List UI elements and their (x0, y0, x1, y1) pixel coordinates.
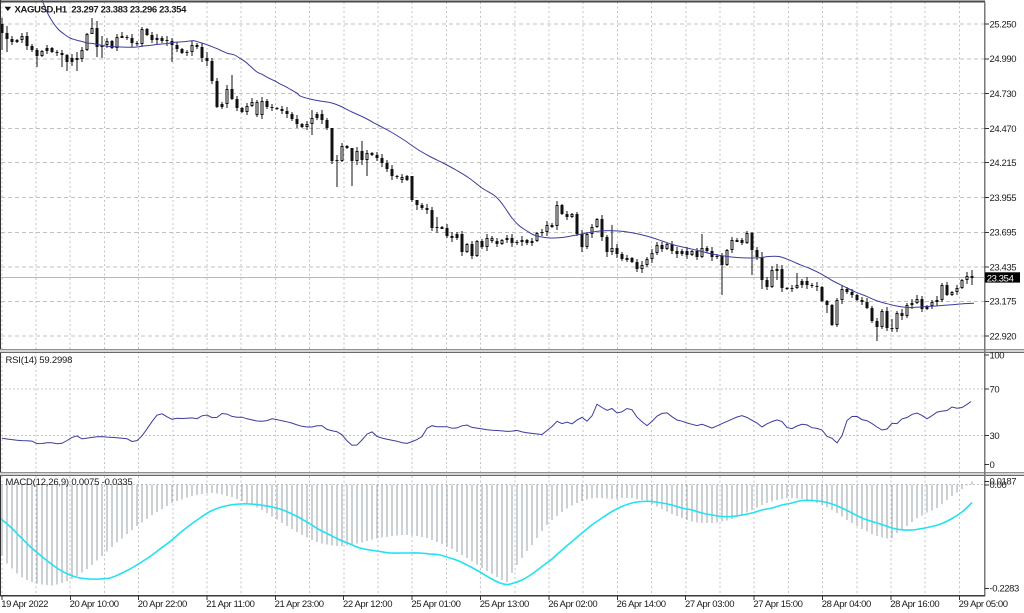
svg-text:25 Apr 13:00: 25 Apr 13:00 (480, 599, 529, 610)
svg-text:24.730: 24.730 (990, 89, 1017, 100)
svg-text:23.695: 23.695 (990, 228, 1017, 239)
svg-text:0.0187: 0.0187 (990, 477, 1017, 488)
svg-text:25.250: 25.250 (990, 19, 1017, 30)
svg-text:23.955: 23.955 (990, 193, 1017, 204)
svg-text:70: 70 (990, 384, 1000, 395)
svg-text:25 Apr 01:00: 25 Apr 01:00 (411, 599, 460, 610)
svg-text:23.435: 23.435 (990, 263, 1017, 274)
svg-text:0.00: 0.00 (990, 480, 1007, 491)
svg-text:20 Apr 22:00: 20 Apr 22:00 (138, 599, 187, 610)
svg-text:27 Apr 15:00: 27 Apr 15:00 (753, 599, 802, 610)
svg-text:26 Apr 02:00: 26 Apr 02:00 (548, 599, 597, 610)
svg-text:RSI(14) 59.2998: RSI(14) 59.2998 (6, 355, 73, 366)
svg-text:24.990: 24.990 (990, 54, 1017, 65)
svg-text:22 Apr 12:00: 22 Apr 12:00 (343, 599, 392, 610)
svg-text:29 Apr 05:00: 29 Apr 05:00 (959, 599, 1008, 610)
svg-text:19 Apr 2022: 19 Apr 2022 (1, 599, 48, 610)
svg-text:100: 100 (990, 350, 1005, 361)
svg-text:24.215: 24.215 (990, 158, 1017, 169)
svg-text:23.175: 23.175 (990, 297, 1017, 308)
svg-text:MACD(12,26,9) 0.0075 -0.0335: MACD(12,26,9) 0.0075 -0.0335 (6, 477, 133, 488)
svg-text:20 Apr 10:00: 20 Apr 10:00 (70, 599, 119, 610)
svg-text:0: 0 (990, 460, 995, 471)
svg-text:24.470: 24.470 (990, 124, 1017, 135)
svg-text:21 Apr 11:00: 21 Apr 11:00 (206, 599, 254, 610)
svg-text:22.920: 22.920 (990, 332, 1017, 343)
svg-text:26 Apr 14:00: 26 Apr 14:00 (617, 599, 666, 610)
svg-text:30: 30 (990, 431, 1000, 442)
svg-text:27 Apr 03:00: 27 Apr 03:00 (685, 599, 734, 610)
svg-text:-0.2283: -0.2283 (990, 584, 1020, 595)
svg-text:23.354: 23.354 (987, 273, 1014, 284)
svg-text:28 Apr 04:00: 28 Apr 04:00 (822, 599, 871, 610)
svg-text:XAGUSD,H1 23.297 23.383 23.29: XAGUSD,H1 23.297 23.383 23.296 23.354 (15, 5, 188, 16)
svg-text:21 Apr 23:00: 21 Apr 23:00 (275, 599, 324, 610)
svg-text:28 Apr 16:00: 28 Apr 16:00 (890, 599, 939, 610)
